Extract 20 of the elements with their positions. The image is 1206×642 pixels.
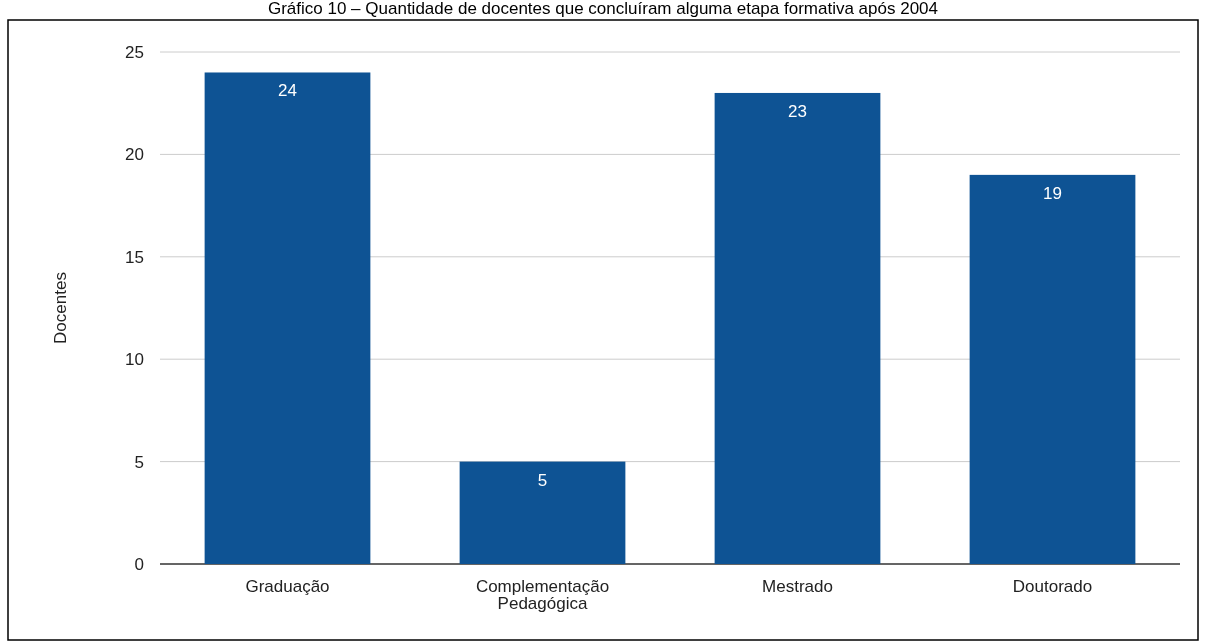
- x-tick-label: Graduação: [245, 577, 330, 596]
- x-tick-label: Complementação Pedagógica: [475, 577, 610, 613]
- y-tick-label: 20: [125, 145, 144, 165]
- data-label: 23: [788, 101, 807, 121]
- data-label: 19: [1043, 183, 1062, 203]
- data-label: 5: [537, 470, 548, 490]
- y-tick-label: 0: [134, 555, 144, 574]
- data-label: 24: [278, 81, 297, 101]
- bar: [459, 461, 626, 564]
- y-tick-label: 10: [125, 350, 144, 370]
- bar: [204, 72, 371, 564]
- x-tick-label: Doutorado: [1012, 577, 1093, 596]
- y-tick-label: 15: [125, 247, 144, 267]
- x-tick-label: Mestrado: [762, 577, 833, 596]
- bar: [969, 174, 1136, 564]
- bar: [714, 92, 881, 564]
- y-tick-label: 5: [134, 452, 144, 472]
- chart-title: Gráfico 10 – Quantidade de docentes que concluíram alguma etapa formativa após 2004: [267, 0, 939, 18]
- y-tick-label: 25: [125, 43, 144, 62]
- y-axis-title: Docentes: [51, 272, 70, 344]
